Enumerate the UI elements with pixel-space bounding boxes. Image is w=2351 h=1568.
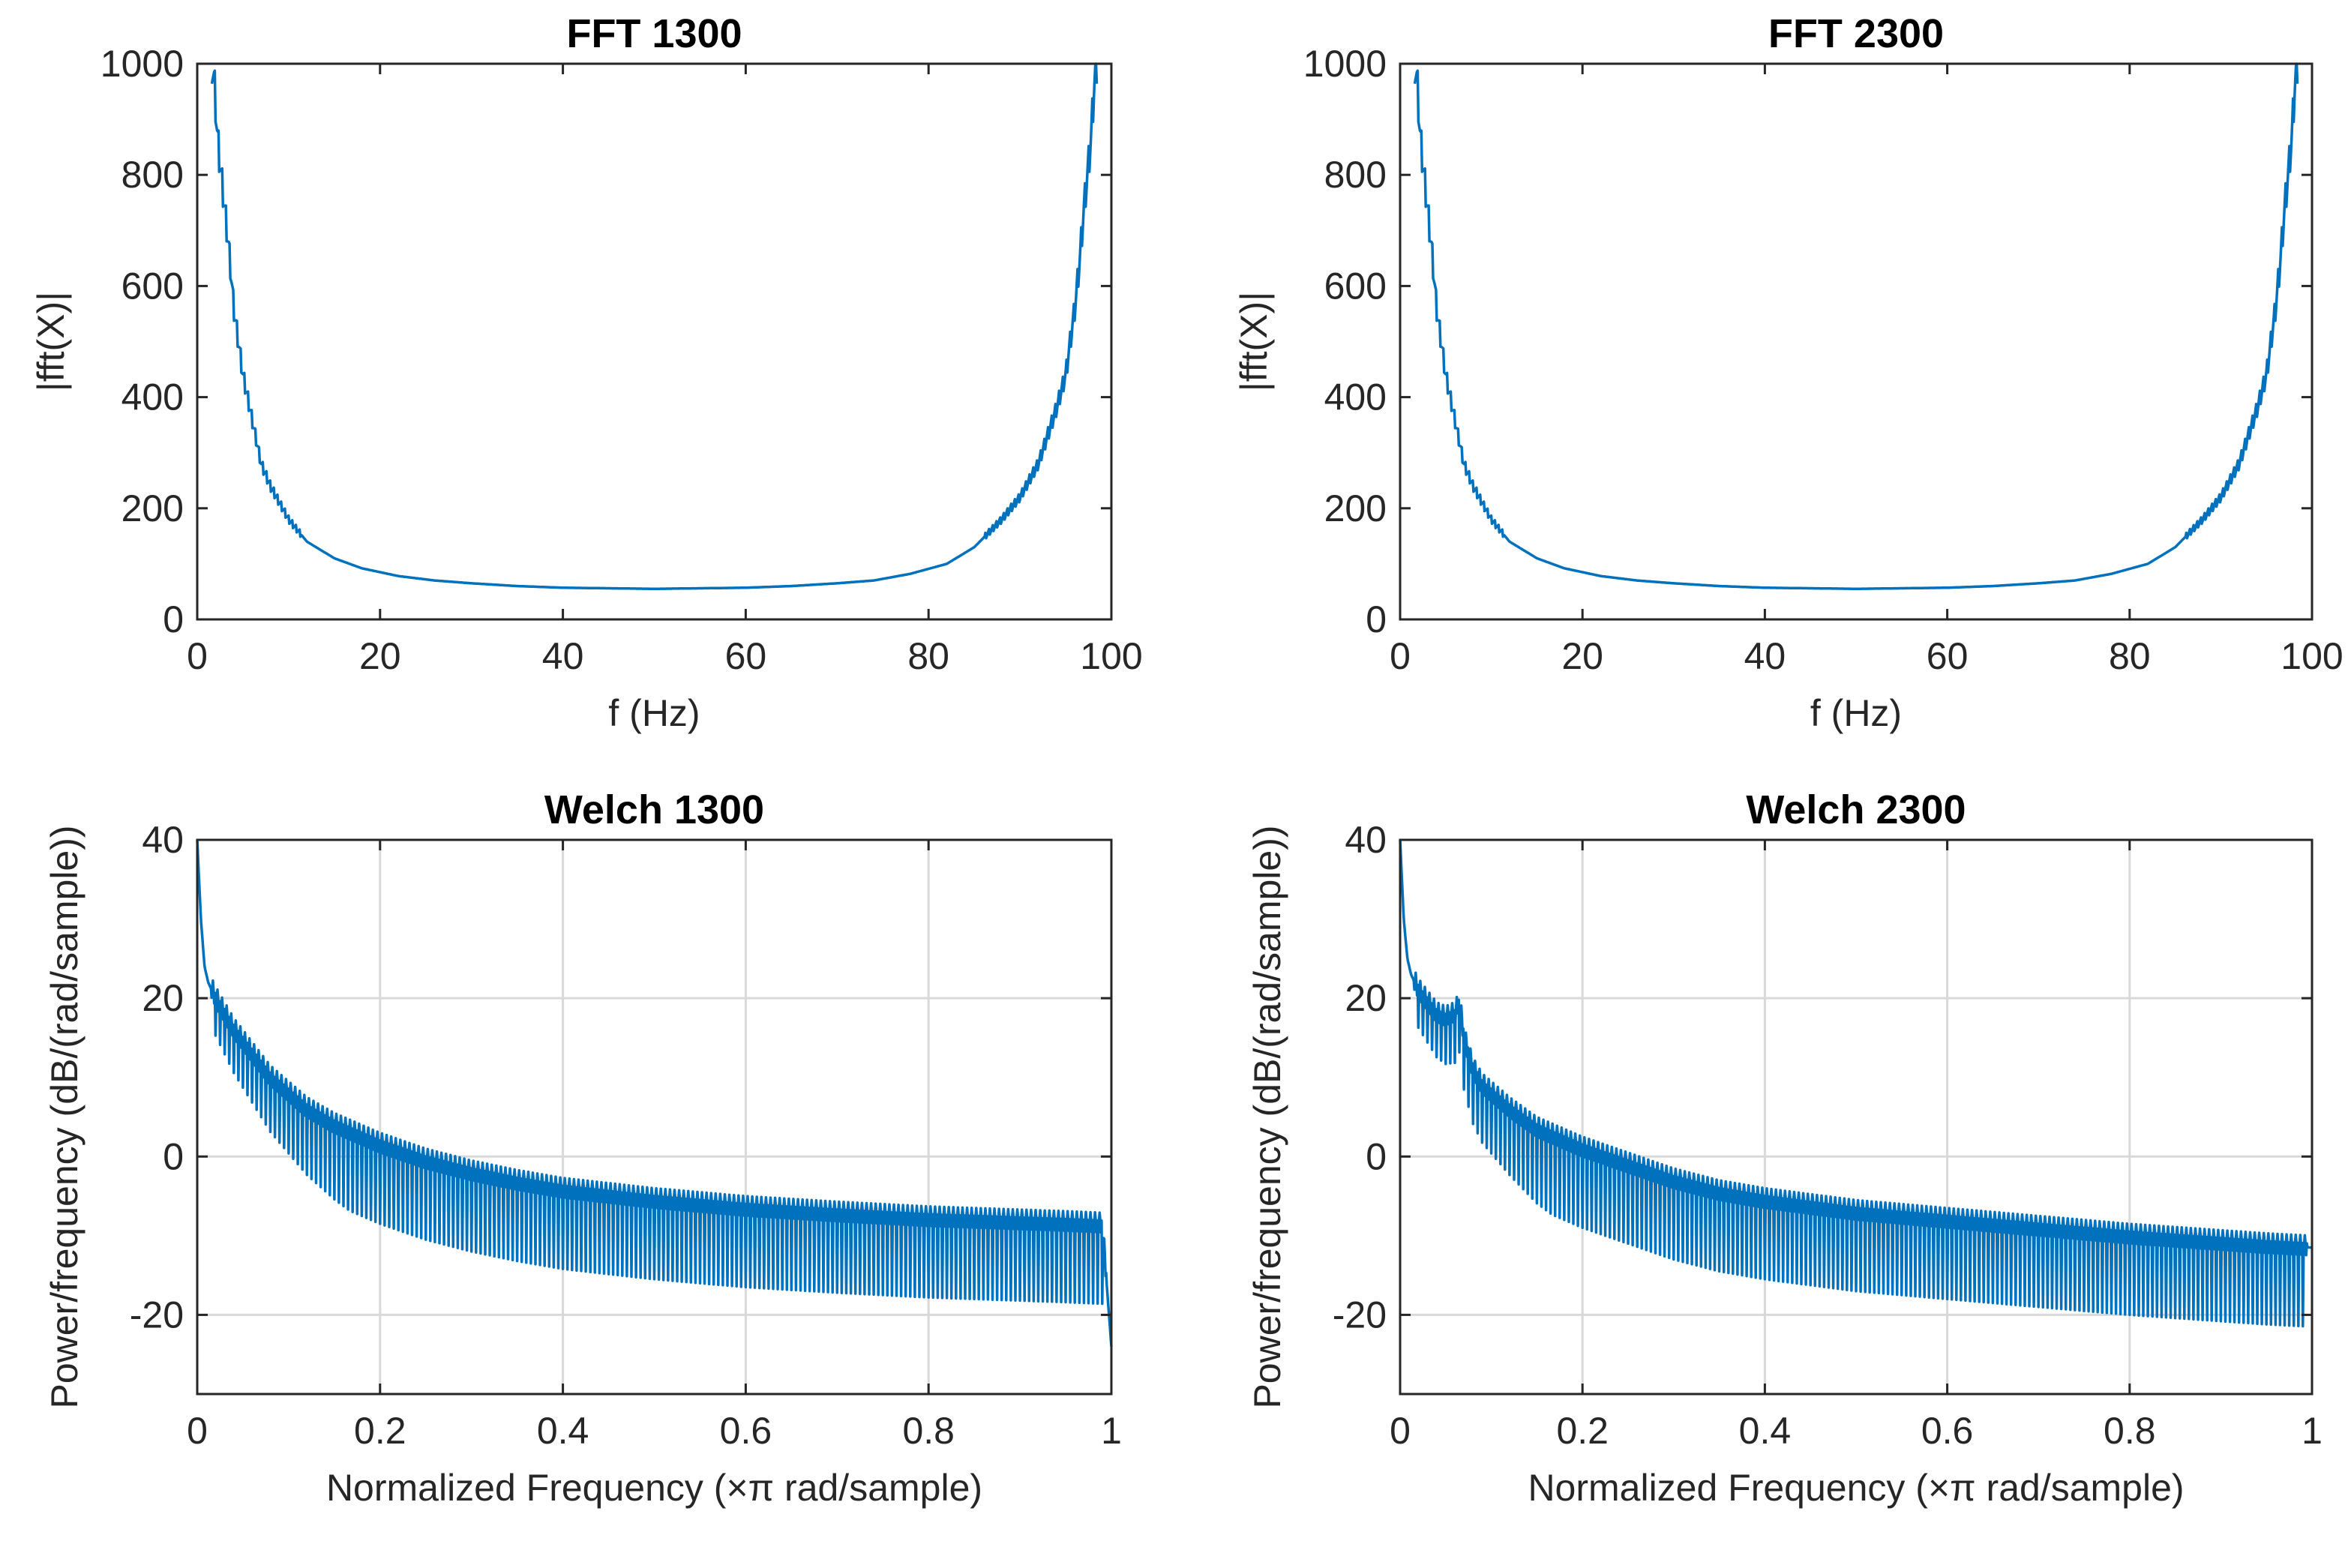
chart2-ytick-label-2: 20 <box>142 977 184 1019</box>
chart0-ytick-label-1: 200 <box>121 487 184 529</box>
chart0-ytick-label-4: 800 <box>121 154 184 196</box>
chart1-plot-area <box>1400 64 2312 619</box>
chart1-axes-box <box>1399 62 2314 621</box>
panel-welch-2300: 0 0.2 0.4 0.6 0.8 1 -20 0 20 40 Welch 2300 Normaliz… <box>1246 787 2323 1509</box>
chart2-xlabel: Normalized Frequency (×π rad/sample) <box>326 1467 982 1509</box>
chart1-ylabel: |fft(X)| <box>1233 292 1275 391</box>
chart2-series-line <box>196 839 1113 1347</box>
chart2-xtick-label-2: 0.4 <box>537 1410 589 1452</box>
chart0-xtick-label-2: 40 <box>542 635 584 677</box>
chart3-xtick-label-4: 0.8 <box>2104 1410 2156 1452</box>
chart1-xtick-label-0: 0 <box>1390 635 1411 677</box>
chart3-ytick-label-1: 0 <box>1366 1135 1387 1177</box>
chart3-axes-box <box>1399 838 2314 1396</box>
chart1-ytick-label-4: 800 <box>1324 154 1387 196</box>
chart3-ytick-label-0: -20 <box>1333 1294 1387 1336</box>
chart0-ytick-label-3: 600 <box>121 265 184 307</box>
chart3-xtick-label-2: 0.4 <box>1739 1410 1792 1452</box>
chart1-xtick-label-2: 40 <box>1744 635 1786 677</box>
chart3-plot-area <box>1400 840 2312 1394</box>
chart1-ytick-label-1: 200 <box>1324 487 1387 529</box>
chart0-ylabel: |fft(X)| <box>30 292 72 391</box>
chart0-axes-box <box>196 62 1113 621</box>
chart3-xtick-label-5: 1 <box>2302 1410 2323 1452</box>
chart2-ytick-label-1: 0 <box>163 1135 184 1177</box>
chart2-xtick-label-0: 0 <box>187 1410 208 1452</box>
chart0-ytick-label-5: 1000 <box>100 43 184 85</box>
chart2-xtick-label-3: 0.6 <box>720 1410 772 1452</box>
chart0-series-line <box>210 62 1099 590</box>
chart0-ytick-label-2: 400 <box>121 376 184 418</box>
chart0-xtick-label-3: 60 <box>725 635 767 677</box>
chart3-xtick-label-3: 0.6 <box>1921 1410 1974 1452</box>
chart1-ytick-label-2: 400 <box>1324 376 1387 418</box>
chart3-ylabel: Power/frequency (dB/(rad/sample)) <box>1246 825 1288 1408</box>
chart3-title: Welch 2300 <box>1746 787 1966 832</box>
chart0-xtick-label-1: 20 <box>359 635 401 677</box>
chart2-plot-area <box>197 840 1111 1394</box>
chart0-title: FFT 1300 <box>566 11 742 56</box>
chart1-ytick-label-3: 600 <box>1324 265 1387 307</box>
chart1-xlabel: f (Hz) <box>1810 692 1902 734</box>
chart3-xlabel: Normalized Frequency (×π rad/sample) <box>1528 1467 2184 1509</box>
chart2-axes-box <box>196 838 1113 1396</box>
chart3-series-line <box>1399 839 2313 1328</box>
chart0-xtick-label-4: 80 <box>907 635 949 677</box>
chart3-ytick-label-2: 20 <box>1345 977 1387 1019</box>
chart1-series-line <box>1413 62 2299 590</box>
chart0-xlabel: f (Hz) <box>608 692 700 734</box>
chart2-xtick-label-5: 1 <box>1101 1410 1122 1452</box>
chart0-xtick-label-5: 100 <box>1080 635 1142 677</box>
chart3-xtick-label-1: 0.2 <box>1556 1410 1609 1452</box>
chart1-title: FFT 2300 <box>1768 11 1944 56</box>
chart3-ytick-label-3: 40 <box>1345 819 1387 861</box>
chart1-xtick-label-4: 80 <box>2109 635 2151 677</box>
chart2-ylabel: Power/frequency (dB/(rad/sample)) <box>43 825 85 1408</box>
chart2-xtick-label-1: 0.2 <box>354 1410 406 1452</box>
chart0-plot-area <box>197 64 1111 619</box>
chart1-xtick-label-3: 60 <box>1927 635 1969 677</box>
chart1-ytick-label-0: 0 <box>1366 598 1387 640</box>
chart1-xtick-label-1: 20 <box>1561 635 1603 677</box>
chart1-ytick-label-5: 1000 <box>1303 43 1387 85</box>
chart2-title: Welch 1300 <box>544 787 764 832</box>
chart2-xtick-label-4: 0.8 <box>902 1410 955 1452</box>
chart2-ytick-label-3: 40 <box>142 819 184 861</box>
chart0-xtick-label-0: 0 <box>187 635 208 677</box>
chart3-xtick-label-0: 0 <box>1390 1410 1411 1452</box>
chart0-ytick-label-0: 0 <box>163 598 184 640</box>
chart1-xtick-label-5: 100 <box>2281 635 2343 677</box>
chart2-ytick-label-0: -20 <box>130 1294 184 1336</box>
panel-welch-1300: 0 0.2 0.4 0.6 0.8 1 -20 0 20 40 Welch 1300 Normaliz… <box>43 787 1122 1509</box>
